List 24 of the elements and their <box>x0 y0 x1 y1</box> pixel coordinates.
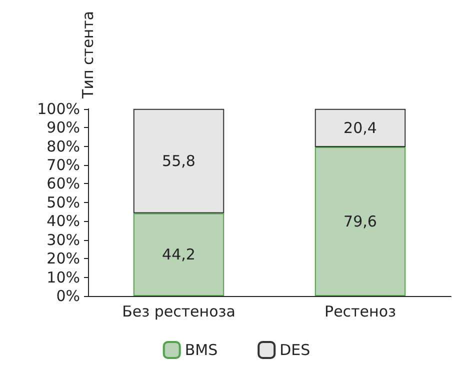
y-tick-label: 0% <box>56 287 80 305</box>
y-tick-label: 90% <box>46 118 80 137</box>
y-tick-label: 50% <box>46 193 80 212</box>
y-tick-label: 20% <box>46 250 80 268</box>
y-axis-title: Тип стента <box>79 11 97 100</box>
bar <box>133 213 224 296</box>
data-label: 20,4 <box>344 118 377 137</box>
y-tick-label: 100% <box>37 100 80 118</box>
data-label: 44,2 <box>162 246 196 264</box>
x-tick-label: Без рестеноза <box>122 302 236 320</box>
bar <box>314 147 406 296</box>
y-tick-label: 60% <box>46 174 80 193</box>
x-tick-label: Рестеноз <box>324 302 396 320</box>
y-tick-label: 30% <box>46 230 80 249</box>
legend-label: DES <box>280 341 310 359</box>
y-tick-label: 40% <box>46 212 80 230</box>
bar <box>314 108 406 148</box>
data-label: 55,8 <box>162 152 196 170</box>
legend-label: BMS <box>184 341 218 359</box>
y-tick-label: 80% <box>46 137 80 156</box>
y-tick-label: 10% <box>46 268 80 286</box>
data-label: 79,6 <box>344 212 377 231</box>
bar <box>133 108 224 214</box>
y-tick-label: 70% <box>46 156 80 174</box>
